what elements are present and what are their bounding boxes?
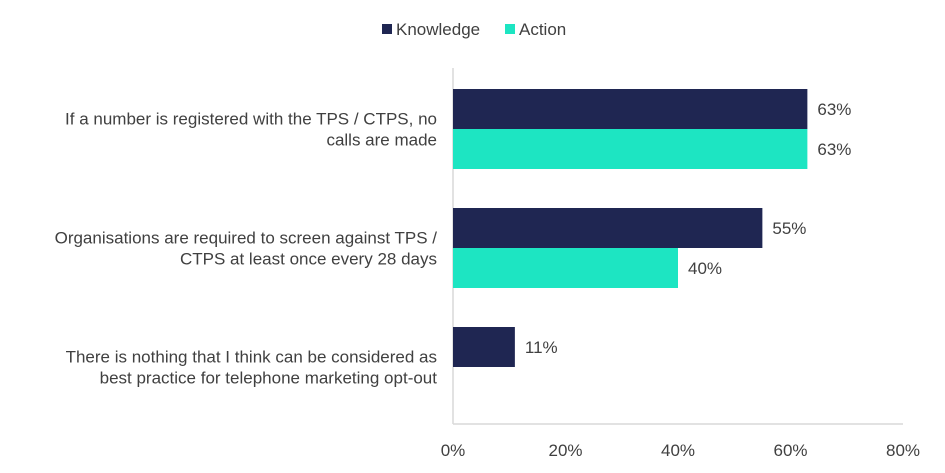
category-label: CTPS at least once every 28 days — [180, 250, 437, 269]
x-tick-label: 0% — [441, 441, 466, 460]
category-label: If a number is registered with the TPS /… — [65, 110, 437, 129]
category-labels: If a number is registered with the TPS /… — [55, 110, 438, 388]
x-tick-label: 40% — [661, 441, 695, 460]
data-label: 63% — [817, 100, 851, 119]
category-label: best practice for telephone marketing op… — [100, 369, 438, 388]
category-label: calls are made — [326, 131, 437, 150]
data-label: 11% — [525, 338, 558, 357]
x-tick-label: 80% — [886, 441, 920, 460]
legend-label-action: Action — [519, 20, 566, 39]
category-label: Organisations are required to screen aga… — [55, 229, 438, 248]
bar-action — [453, 129, 808, 169]
data-label: 40% — [688, 259, 722, 278]
x-tick-label: 60% — [773, 441, 807, 460]
bars: 63% 63% 55% 40% 11% — [453, 89, 851, 367]
bar-knowledge — [453, 89, 808, 129]
x-axis: 0% 20% 40% 60% 80% — [441, 68, 920, 460]
category-label: There is nothing that I think can be con… — [66, 348, 437, 367]
legend-swatch-action — [505, 24, 515, 34]
x-tick-label: 20% — [548, 441, 582, 460]
bar-action — [453, 248, 678, 288]
data-label: 55% — [772, 219, 806, 238]
bar-knowledge — [453, 208, 763, 248]
bar-knowledge — [453, 327, 515, 367]
data-label: 63% — [817, 140, 851, 159]
legend: Knowledge Action — [382, 20, 566, 39]
legend-swatch-knowledge — [382, 24, 392, 34]
legend-label-knowledge: Knowledge — [396, 20, 480, 39]
